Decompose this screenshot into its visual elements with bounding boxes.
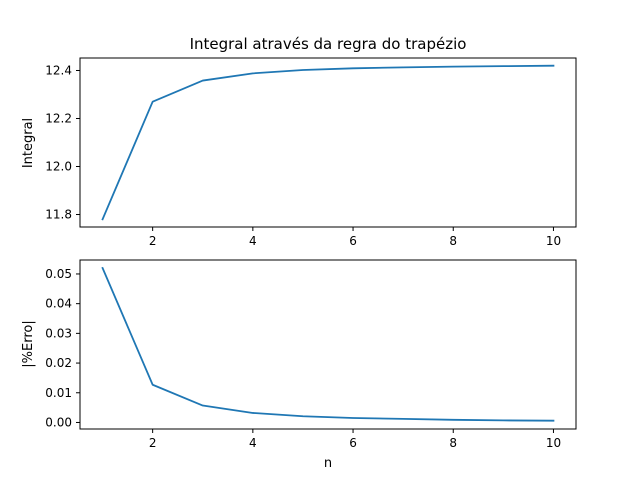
top-y-axis-label: Integral (21, 118, 36, 168)
bottom-axes-frame (79, 259, 577, 430)
top-y-tick-label: 12.2 (45, 111, 72, 125)
bottom-y-tick-label: 0.04 (45, 297, 72, 311)
bottom-y-axis-label: |%Erro| (21, 320, 36, 367)
top-x-tick-label: 6 (349, 234, 357, 248)
bottom-y-tick-label: 0.01 (45, 386, 72, 400)
bottom-y-tick-label: 0.05 (45, 267, 72, 281)
bottom-x-tick-label: 2 (149, 436, 157, 450)
top-subplot: Integral através da regra do trapézio In… (21, 35, 577, 248)
bottom-y-tick-label: 0.03 (45, 326, 72, 340)
top-x-tick-label: 8 (449, 234, 457, 248)
bottom-x-tick-label: 10 (546, 436, 561, 450)
bottom-y-tick-label: 0.00 (45, 415, 72, 429)
bottom-x-axis-label: n (324, 456, 332, 471)
bottom-subplot: |%Erro| n 2 4 6 8 10 0.00 0.01 0.02 0.03 0.04 0.05 (21, 259, 577, 471)
bottom-x-tick-label: 8 (449, 436, 457, 450)
top-y-tick-label: 12.0 (45, 160, 72, 174)
top-x-tick-label: 4 (249, 234, 257, 248)
top-x-tick-label: 10 (546, 234, 561, 248)
top-y-tick-label: 11.8 (45, 208, 72, 222)
bottom-y-tick-label: 0.02 (45, 356, 72, 370)
top-x-tick-label: 2 (149, 234, 157, 248)
bottom-x-tick-label: 6 (349, 436, 357, 450)
top-y-tick-label: 12.4 (45, 63, 72, 77)
bottom-series-line (101, 266, 555, 422)
bottom-x-tick-label: 4 (249, 436, 257, 450)
chart-title: Integral através da regra do trapézio (190, 35, 467, 53)
top-series-line (101, 64, 555, 221)
top-axes-frame (79, 57, 577, 228)
